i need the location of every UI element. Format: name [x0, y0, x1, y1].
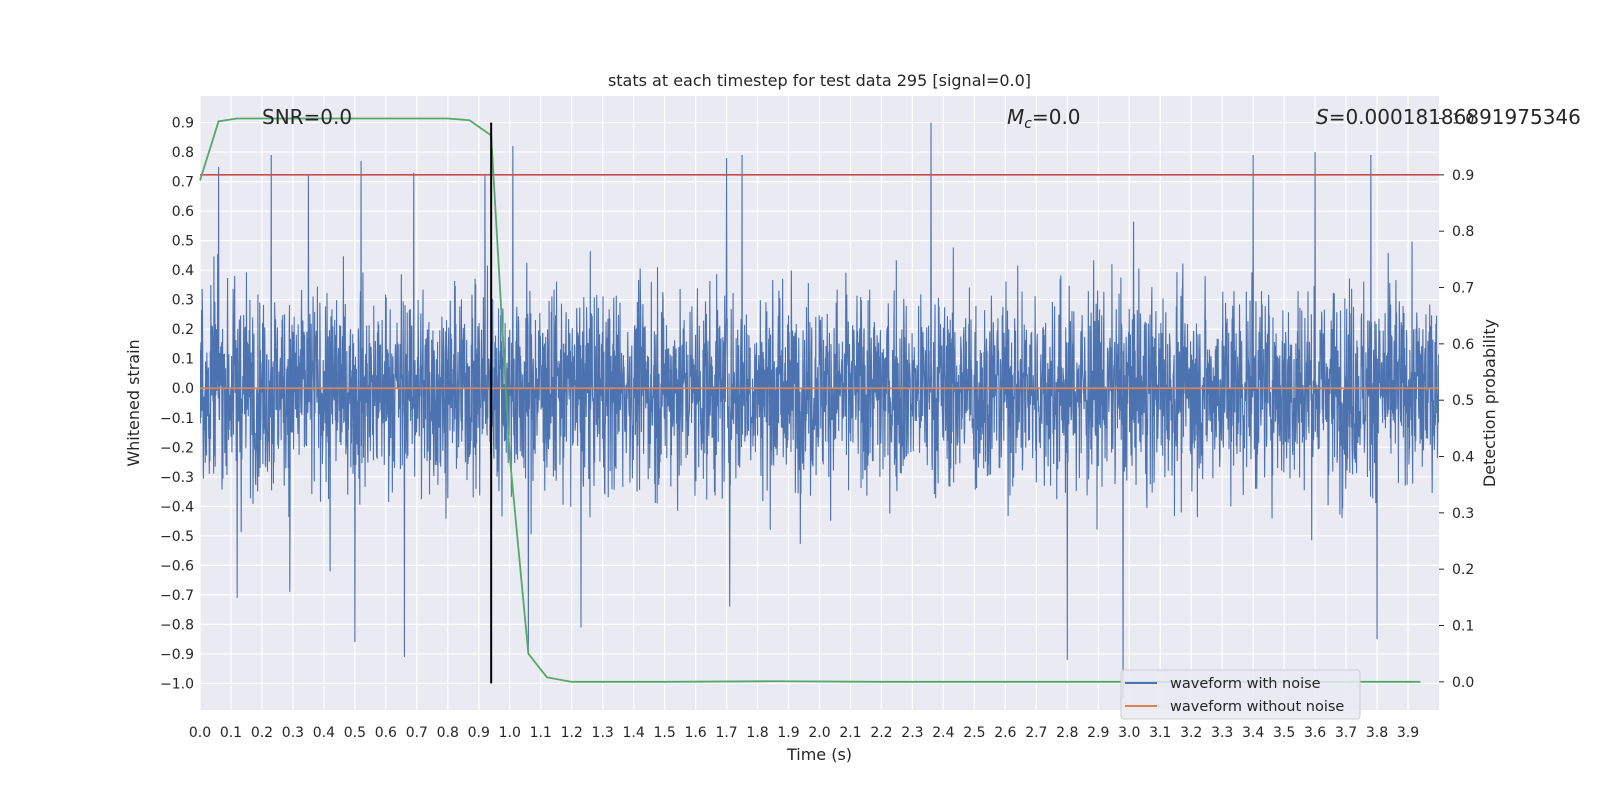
x-tick-label: 1.2 — [561, 725, 583, 741]
x-tick-label: 0.2 — [251, 725, 273, 741]
y-axis-label-left: Whitened strain — [124, 339, 143, 466]
x-tick-label: 1.1 — [530, 725, 552, 741]
x-tick-label: 3.2 — [1180, 725, 1202, 741]
x-tick-label: 3.3 — [1211, 725, 1233, 741]
x-tick-label: 1.8 — [746, 725, 768, 741]
x-tick-label: 1.0 — [499, 725, 521, 741]
y-right-tick-label: 0.8 — [1452, 224, 1474, 240]
y-axis-ticks-left: 0.9 0.8 0.7 0.6 0.5 0.4 0.3 0.2 0.1 0.0 −0.1 −0.2 −0… — [160, 116, 194, 693]
x-tick-label: 0.3 — [282, 725, 304, 741]
y-tick-label: −0.9 — [160, 647, 194, 663]
y-tick-label: −0.4 — [160, 499, 194, 515]
x-tick-label: 0.7 — [406, 725, 428, 741]
x-tick-label: 1.4 — [623, 725, 645, 741]
y-right-tick-label: 0.1 — [1452, 619, 1474, 635]
y-tick-label: −0.6 — [160, 558, 194, 574]
y-right-tick-label: 0.3 — [1452, 506, 1474, 522]
y-axis-label-right: Detection probability — [1480, 319, 1499, 487]
annotation-s: S=0.00018186891975346 — [1316, 105, 1581, 129]
x-tick-label: 2.2 — [870, 725, 892, 741]
x-tick-label: 2.0 — [808, 725, 830, 741]
legend-label-clean: waveform without noise — [1170, 699, 1344, 715]
x-axis-ticks: 0.0 0.1 0.2 0.3 0.4 0.5 0.6 0.7 0.8 0.9 1.0 1.1 1.2 1… — [189, 725, 1419, 741]
x-tick-label: 2.8 — [1056, 725, 1078, 741]
x-tick-label: 2.3 — [901, 725, 923, 741]
series-waveform-with-noise — [200, 122, 1439, 699]
y-tick-label: −0.5 — [160, 529, 194, 545]
legend-label-noise: waveform with noise — [1170, 676, 1321, 692]
y-tick-label: 0.2 — [172, 322, 194, 338]
y-right-tick-label: 0.2 — [1452, 562, 1474, 578]
x-tick-label: 0.1 — [220, 725, 242, 741]
x-tick-label: 3.7 — [1335, 725, 1357, 741]
legend-box — [1120, 669, 1361, 720]
x-tick-label: 3.9 — [1397, 725, 1419, 741]
x-tick-label: 0.9 — [468, 725, 490, 741]
y-tick-label: −0.7 — [160, 588, 194, 604]
x-tick-label: 2.9 — [1087, 725, 1109, 741]
x-tick-label: 2.4 — [932, 725, 954, 741]
y-right-tick-label: 0.6 — [1452, 337, 1474, 353]
y-right-tick-label: 0.7 — [1452, 281, 1474, 297]
x-tick-label: 2.5 — [963, 725, 985, 741]
annotation-mc-value: =0.0 — [1032, 105, 1081, 129]
y-right-tick-label: 0.0 — [1452, 675, 1474, 691]
y-tick-label: 0.8 — [172, 145, 194, 161]
y-tick-label: 0.0 — [172, 381, 194, 397]
y-tick-label: 0.3 — [172, 293, 194, 309]
x-tick-label: 0.8 — [437, 725, 459, 741]
y-right-tick-label: 0.9 — [1452, 168, 1474, 184]
x-tick-label: 3.6 — [1304, 725, 1326, 741]
y-tick-label: −0.1 — [160, 411, 194, 427]
legend: waveform with noise waveform without noi… — [1120, 669, 1361, 720]
plot-clip-group — [199, 117, 1439, 699]
y-tick-label: −0.3 — [160, 470, 194, 486]
x-tick-label: 3.5 — [1273, 725, 1295, 741]
y-tick-label: 0.7 — [172, 175, 194, 191]
x-tick-label: 3.8 — [1366, 725, 1388, 741]
series-detection-probability — [199, 117, 1421, 683]
x-tick-label: 2.7 — [1025, 725, 1047, 741]
y-tick-label: 0.9 — [172, 116, 194, 132]
y-right-tick-label: 1.0 — [1452, 112, 1474, 128]
y-right-tick-label: 0.5 — [1452, 393, 1474, 409]
y-tick-label: −1.0 — [160, 676, 194, 692]
x-axis-label: Time (s) — [786, 745, 852, 764]
y-tick-label: 0.1 — [172, 352, 194, 368]
x-tick-label: 1.5 — [653, 725, 675, 741]
annotation-mc-prefix: M — [1007, 105, 1024, 129]
y-tick-label: −0.8 — [160, 617, 194, 633]
x-tick-label: 2.1 — [839, 725, 861, 741]
x-tick-label: 3.1 — [1149, 725, 1171, 741]
y-axis-ticks-right: 1.0 0.9 0.8 0.7 0.6 0.5 0.4 0.3 0.2 0.1 0.0 — [1439, 112, 1474, 691]
y-tick-label: 0.6 — [172, 204, 194, 220]
x-tick-label: 2.6 — [994, 725, 1016, 741]
annotation-s-prefix: S — [1316, 105, 1329, 129]
y-right-tick-label: 0.4 — [1452, 450, 1474, 466]
y-tick-label: 0.5 — [172, 234, 194, 250]
x-tick-label: 0.6 — [375, 725, 397, 741]
y-tick-label: 0.4 — [172, 263, 194, 279]
x-tick-label: 0.5 — [344, 725, 366, 741]
x-tick-label: 3.0 — [1118, 725, 1140, 741]
x-tick-label: 1.9 — [777, 725, 799, 741]
x-tick-label: 1.7 — [715, 725, 737, 741]
annotation-snr: SNR=0.0 — [262, 105, 352, 129]
x-tick-label: 0.0 — [189, 725, 211, 741]
annotation-s-value: =0.00018186891975346 — [1329, 105, 1581, 129]
x-tick-label: 0.4 — [313, 725, 335, 741]
chart-title: stats at each timestep for test data 295… — [608, 71, 1031, 90]
x-tick-label: 3.4 — [1242, 725, 1264, 741]
annotation-chirp-mass: Mc=0.0 — [1007, 105, 1081, 132]
x-tick-label: 1.6 — [684, 725, 706, 741]
x-tick-label: 1.3 — [592, 725, 614, 741]
annotation-mc-subscript: c — [1024, 116, 1032, 132]
y-tick-label: −0.2 — [160, 440, 194, 456]
